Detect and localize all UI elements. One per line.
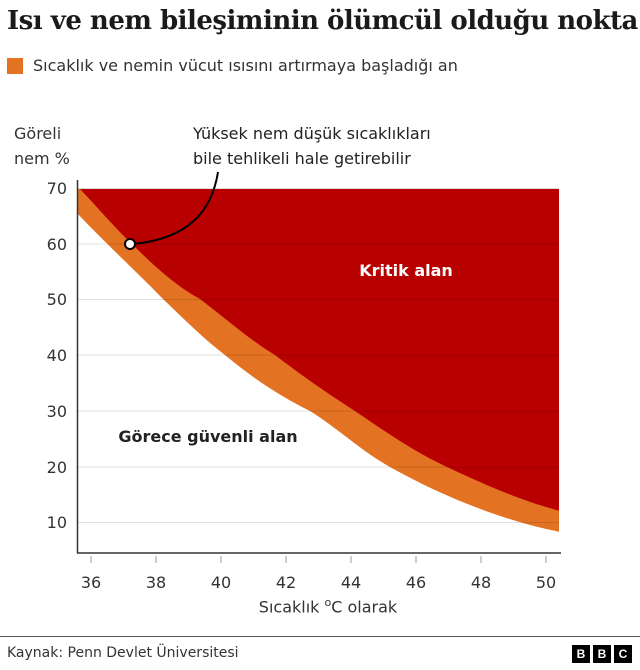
svg-text:48: 48 bbox=[471, 573, 491, 592]
x-axis-title-prefix: Sıcaklık bbox=[258, 597, 325, 617]
annotation-point-marker bbox=[124, 238, 136, 250]
svg-text:50: 50 bbox=[536, 573, 556, 592]
annotation-leader-line bbox=[133, 171, 219, 245]
svg-text:40: 40 bbox=[211, 573, 231, 592]
svg-text:20: 20 bbox=[47, 458, 67, 477]
chart-title: Isı ve nem bileşiminin ölümcül olduğu no… bbox=[7, 6, 638, 36]
safe-region-label: Görece güvenli alan bbox=[118, 427, 297, 446]
x-tick-labels: 36 38 40 42 44 46 48 50 bbox=[81, 573, 556, 592]
annotation-line1: Yüksek nem düşük sıcaklıkları bbox=[193, 124, 431, 143]
y-axis-title-line2: nem % bbox=[14, 149, 70, 168]
critical-region-area bbox=[80, 188, 559, 511]
critical-region-label: Kritik alan bbox=[359, 261, 453, 280]
svg-text:70: 70 bbox=[47, 179, 67, 198]
source-text: Kaynak: Penn Devlet Üniversitesi bbox=[7, 645, 239, 661]
footer-divider bbox=[0, 636, 640, 637]
legend-swatch-orange bbox=[7, 57, 23, 74]
svg-text:46: 46 bbox=[406, 573, 426, 592]
bbc-logo-block-3: C bbox=[614, 645, 632, 663]
svg-text:50: 50 bbox=[47, 290, 67, 309]
x-axis-title: Sıcaklık oC olarak bbox=[0, 596, 640, 616]
y-tick-labels: 70 60 50 40 30 20 10 bbox=[47, 179, 67, 532]
svg-text:42: 42 bbox=[276, 573, 296, 592]
legend: Sıcaklık ve nemin vücut ısısını artırmay… bbox=[7, 56, 458, 75]
svg-text:38: 38 bbox=[146, 573, 166, 592]
y-axis-title: Göreli nem % bbox=[14, 121, 70, 171]
svg-text:40: 40 bbox=[47, 346, 67, 365]
svg-text:10: 10 bbox=[47, 513, 67, 532]
legend-label: Sıcaklık ve nemin vücut ısısını artırmay… bbox=[33, 56, 458, 75]
x-ticks bbox=[90, 556, 547, 563]
svg-text:44: 44 bbox=[341, 573, 361, 592]
annotation-line2: bile tehlikeli hale getirebilir bbox=[193, 149, 411, 168]
svg-text:36: 36 bbox=[81, 573, 101, 592]
bbc-logo-block-1: B bbox=[572, 645, 590, 663]
degree-symbol: o bbox=[324, 596, 332, 609]
annotation-text: Yüksek nem düşük sıcaklıkları bile tehli… bbox=[193, 121, 431, 171]
bbc-logo-block-2: B bbox=[593, 645, 611, 663]
svg-text:60: 60 bbox=[47, 235, 67, 254]
y-axis-title-line1: Göreli bbox=[14, 124, 62, 143]
svg-text:30: 30 bbox=[47, 402, 67, 421]
x-axis-title-suffix: C olarak bbox=[331, 597, 398, 617]
bbc-logo: B B C bbox=[572, 645, 632, 663]
